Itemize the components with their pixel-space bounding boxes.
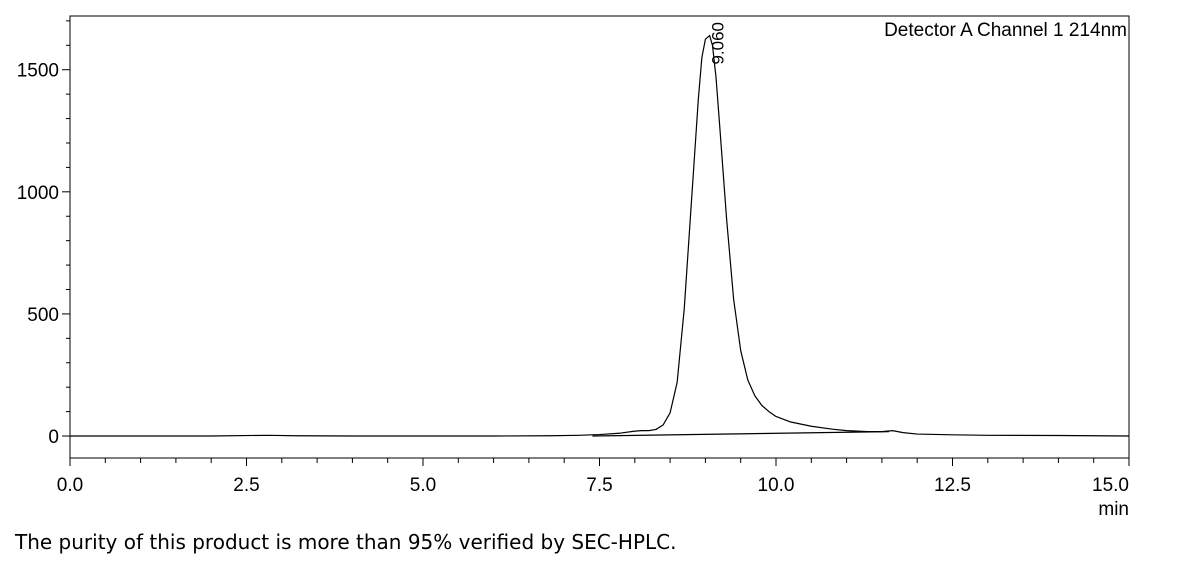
y-tick-label: 0 [48, 427, 59, 448]
peak-label: 9.060 [709, 22, 728, 65]
x-tick-label: 2.5 [233, 475, 259, 496]
x-tick-label: 5.0 [410, 475, 436, 496]
axes-group: 0.0 2.5 5.0 7.5 10.0 12.5 15.0 min 0 500 1000 1500 [17, 20, 1130, 520]
signal-trace [70, 34, 1130, 437]
x-axis-label: min [1098, 499, 1129, 520]
x-tick-label: 7.5 [586, 475, 612, 496]
plot-frame [69, 15, 1130, 459]
chromatogram-chart: Detector A Channel 1 214nm 0.0 2.5 5.0 7.5 1… [17, 15, 1130, 520]
x-tick-label: 15.0 [1092, 475, 1129, 496]
series-group [70, 34, 1130, 437]
x-tick-label: 0.0 [57, 475, 83, 496]
purity-caption: The purity of this product is more than … [15, 530, 677, 554]
y-tick-label: 1500 [17, 61, 59, 82]
annotations-group: 9.060 [709, 22, 728, 65]
y-tick-label: 1000 [17, 183, 59, 204]
y-tick-label: 500 [27, 305, 59, 326]
x-tick-label: 12.5 [934, 475, 971, 496]
x-tick-label: 10.0 [758, 475, 795, 496]
chart-title: Detector A Channel 1 214nm [884, 20, 1127, 41]
integration-baseline [592, 431, 889, 437]
